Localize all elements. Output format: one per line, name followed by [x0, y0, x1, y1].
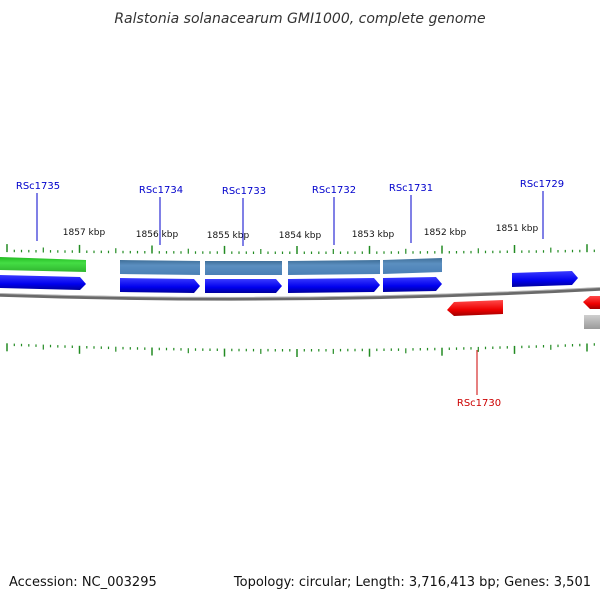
- kbp-label: 1857 kbp: [63, 228, 106, 238]
- gene-label-rsc1735[interactable]: RSc1735: [16, 181, 60, 192]
- gray-feature-bar[interactable]: [584, 315, 600, 329]
- gene-label-rsc1729[interactable]: RSc1729: [520, 179, 564, 190]
- kbp-label: 1853 kbp: [352, 230, 395, 240]
- steelblue-feature-bar[interactable]: [383, 258, 442, 274]
- reverse-gene-track: [447, 296, 600, 329]
- steelblue-feature-bar[interactable]: [288, 260, 380, 275]
- outer-tick-track: [6, 244, 595, 254]
- gene-label-rsc1733[interactable]: RSc1733: [222, 186, 266, 197]
- gene-arrow-rsc1733[interactable]: [205, 279, 282, 293]
- gene-label-rsc1730[interactable]: RSc1730: [457, 398, 501, 409]
- kbp-label: 1852 kbp: [424, 228, 467, 238]
- kbp-scale: 1857 kbp 1856 kbp 1855 kbp 1854 kbp 1853…: [63, 224, 539, 241]
- gene-arrow-rsc1735[interactable]: [0, 275, 86, 290]
- steelblue-feature-bar[interactable]: [205, 261, 282, 275]
- inner-tick-track: [6, 343, 595, 357]
- genome-title: Ralstonia solanacearum GMI1000, complete…: [114, 11, 485, 27]
- forward-gene-track: [0, 271, 578, 293]
- gene-arrow-rsc1731[interactable]: [383, 277, 442, 292]
- gene-arrow-rsc1730[interactable]: [447, 300, 503, 316]
- gene-arrow-rsc1734[interactable]: [120, 278, 200, 293]
- green-feature-bar[interactable]: [0, 257, 86, 272]
- gene-label-rsc1734[interactable]: RSc1734: [139, 185, 183, 196]
- gene-labels: RSc1735 RSc1734 RSc1733 RSc1732 RSc1731 …: [16, 179, 564, 409]
- gene-arrow-partial[interactable]: [583, 296, 600, 309]
- accession-text: Accession: NC_003295: [9, 575, 157, 590]
- gene-arrow-rsc1729[interactable]: [512, 271, 578, 287]
- kbp-label: 1851 kbp: [496, 224, 539, 234]
- gene-label-rsc1732[interactable]: RSc1732: [312, 185, 356, 196]
- kbp-label: 1854 kbp: [279, 231, 322, 241]
- genome-backbone-highlight: [0, 287, 600, 298]
- steelblue-feature-bar[interactable]: [120, 260, 200, 275]
- steelblue-feature-track: [120, 258, 442, 275]
- gene-label-rsc1731[interactable]: RSc1731: [389, 183, 433, 194]
- genome-summary-text: Topology: circular; Length: 3,716,413 bp…: [233, 575, 591, 590]
- genome-backbone: [0, 287, 600, 301]
- kbp-label: 1855 kbp: [207, 231, 250, 241]
- gene-arrow-rsc1732[interactable]: [288, 278, 380, 293]
- kbp-label: 1856 kbp: [136, 230, 179, 240]
